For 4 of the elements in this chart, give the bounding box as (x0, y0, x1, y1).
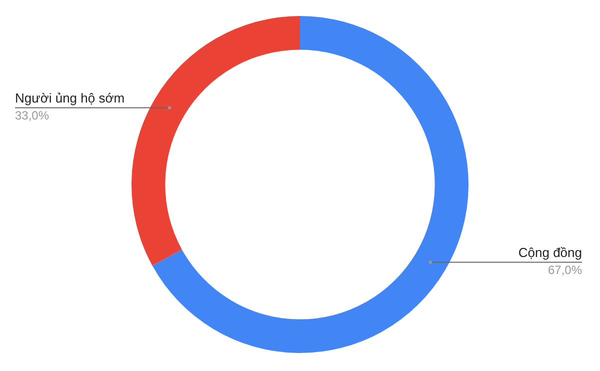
slice-label: Người ủng hộ sớm (15, 90, 125, 106)
data-label: 33,0% (15, 108, 50, 123)
data-label: 67,0% (548, 263, 582, 278)
slice-label: Cộng đồng (518, 244, 582, 260)
